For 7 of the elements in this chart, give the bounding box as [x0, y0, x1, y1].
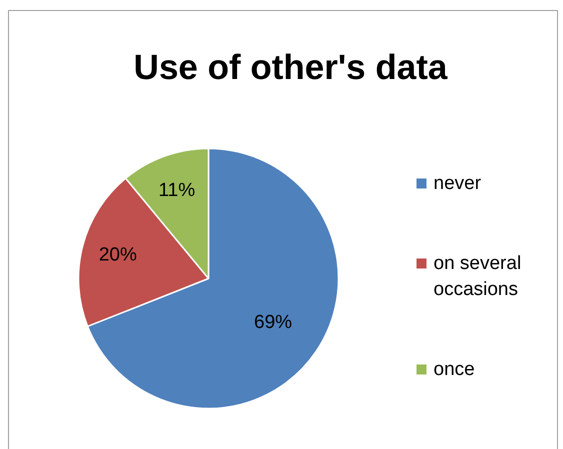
legend-label: once — [434, 359, 475, 380]
data-label: 11% — [158, 180, 196, 201]
legend-label: on several occasions — [434, 253, 522, 300]
chart-title: Use of other's data — [134, 48, 448, 87]
data-label: 20% — [98, 244, 137, 266]
data-label: 69% — [254, 312, 292, 333]
legend-label: never — [434, 173, 482, 194]
